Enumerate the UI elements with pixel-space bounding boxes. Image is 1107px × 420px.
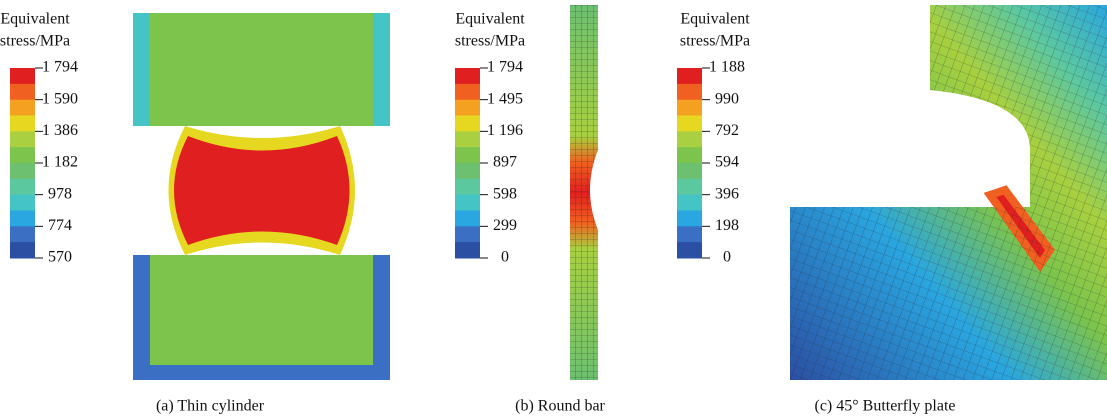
- contour-thin-cylinder: [133, 13, 390, 380]
- legend-title: stress/MPa: [0, 33, 70, 50]
- colorbar-band: [10, 194, 35, 211]
- legend-title: stress/MPa: [680, 33, 750, 50]
- colorbar-band: [455, 163, 480, 180]
- colorbar-band: [455, 147, 480, 164]
- colorbar-tick-label: 990: [715, 90, 739, 107]
- colorbar-tick-label: 1 794: [42, 59, 78, 76]
- colorbar-band: [455, 99, 480, 116]
- colorbar-band: [10, 68, 35, 85]
- legend-title: stress/MPa: [455, 33, 525, 50]
- colorbar-tick-label: 1 590: [42, 90, 78, 107]
- colorbar-tick-label: 0: [723, 249, 731, 266]
- colorbar-band: [455, 83, 480, 101]
- colorbar-tick-label: 1 188: [709, 59, 745, 76]
- colorbar-tick-label: 1 495: [487, 90, 523, 107]
- legend-title: Equivalent: [0, 11, 70, 28]
- contour-butterfly-plate: [790, 5, 1107, 380]
- colorbar-tick-label: 594: [715, 154, 739, 171]
- colorbar-tick-label: 792: [715, 122, 739, 139]
- colorbar-band: [10, 115, 35, 132]
- colorbar-band: [677, 83, 702, 101]
- colorbar-band: [677, 210, 702, 227]
- colorbar-band: [455, 178, 480, 196]
- colorbar-band: [10, 147, 35, 164]
- colorbar-tick-label: 978: [48, 185, 72, 202]
- colorbar-band: [455, 210, 480, 227]
- colorbar-band: [677, 226, 702, 243]
- colorbar-band: [677, 131, 702, 148]
- colorbar-tick-label: 570: [48, 249, 72, 266]
- colorbar-band: [677, 178, 702, 196]
- caption: (c) 45° Butterfly plate: [814, 398, 955, 415]
- colorbar-band: [677, 194, 702, 211]
- colorbar-tick-label: 1 794: [487, 59, 523, 76]
- caption: (b) Round bar: [515, 398, 605, 415]
- colorbar-tick-label: 897: [493, 154, 517, 171]
- colorbar-band: [10, 178, 35, 196]
- colorbar-band: [455, 115, 480, 132]
- colorbar-tick-label: 774: [48, 217, 72, 234]
- colorbar-band: [677, 147, 702, 164]
- caption: (a) Thin cylinder: [156, 398, 265, 415]
- colorbar-band: [677, 163, 702, 180]
- colorbar-tick-label: 1 386: [42, 122, 78, 139]
- colorbar-tick-label: 198: [715, 217, 739, 234]
- colorbar-tick-label: 1 196: [487, 122, 523, 139]
- colorbar-tick-label: 0: [501, 249, 509, 266]
- colorbar-band: [10, 163, 35, 180]
- colorbar-band: [677, 99, 702, 116]
- colorbar-tick-label: 299: [493, 217, 517, 234]
- colorbar-band: [455, 131, 480, 148]
- colorbar-band: [455, 242, 480, 259]
- colorbar-band: [455, 68, 480, 85]
- colorbar-band: [10, 83, 35, 101]
- contour-round-bar: [570, 5, 598, 380]
- colorbar-band: [10, 131, 35, 148]
- colorbar-band: [10, 242, 35, 259]
- colorbar-band: [455, 226, 480, 243]
- legend-title: Equivalent: [680, 11, 750, 28]
- colorbar-band: [677, 68, 702, 85]
- colorbar-band: [677, 242, 702, 259]
- colorbar-band: [10, 99, 35, 116]
- colorbar-tick-label: 396: [715, 185, 739, 202]
- legend-title: Equivalent: [455, 11, 525, 28]
- colorbar-band: [455, 194, 480, 211]
- colorbar-tick-label: 1 182: [42, 154, 78, 171]
- colorbar-band: [677, 115, 702, 132]
- colorbar-band: [10, 210, 35, 227]
- colorbar-tick-label: 598: [493, 185, 517, 202]
- colorbar-band: [10, 226, 35, 243]
